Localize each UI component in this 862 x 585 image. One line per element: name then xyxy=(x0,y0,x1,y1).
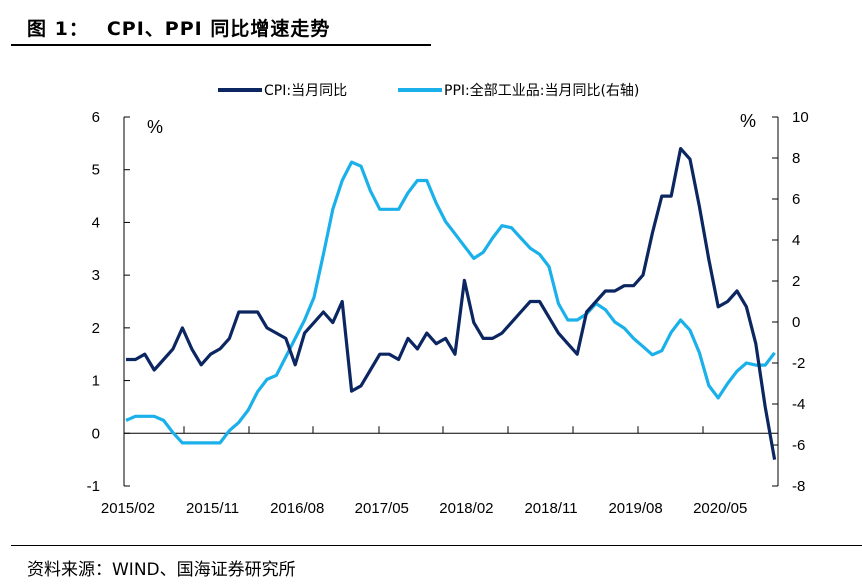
x-tick-label: 2018/11 xyxy=(524,500,577,517)
figure-number: 图 1： xyxy=(27,18,89,40)
series-lines xyxy=(125,147,777,460)
right-y-tick-label: -6 xyxy=(792,437,805,454)
right-axis-unit: % xyxy=(740,111,756,131)
x-tick-label: 2018/02 xyxy=(439,500,493,517)
left-y-tick-label: 2 xyxy=(92,320,100,337)
legend-label-cpi: CPI:当月同比 xyxy=(264,83,347,99)
right-y-tick-label: 4 xyxy=(792,232,800,249)
right-y-tick-label: 6 xyxy=(792,191,800,208)
chart: CPI:当月同比 PPI:全部工业品:当月同比(右轴) % % -1 0 1 2 3 4 5… xyxy=(87,82,809,517)
footer-rule xyxy=(11,545,862,546)
ppi-line xyxy=(125,160,776,445)
x-tick-label: 2015/11 xyxy=(186,500,239,517)
right-y-tick-label: 10 xyxy=(792,109,809,126)
left-y-tick-label: 4 xyxy=(92,214,100,231)
left-y-tick-label: 1 xyxy=(92,373,100,390)
left-y-tick-label: 3 xyxy=(92,267,100,284)
source-note: 资料来源：WIND、国海证券研究所 xyxy=(27,560,296,580)
x-tick-label: 2016/08 xyxy=(270,500,324,517)
left-y-tick-label: 5 xyxy=(92,162,100,179)
figure-title: 图 1： CPI、PPI 同比增速走势 xyxy=(27,14,330,41)
right-y-tick-label: -2 xyxy=(792,355,805,372)
left-y-tick-label: 0 xyxy=(92,425,100,442)
axes: -1 0 1 2 3 4 5 6 -8 -6 -4 -2 0 2 4 6 8 10 2015/02 2015/11 20… xyxy=(87,109,809,517)
x-tick-label: 2017/05 xyxy=(355,500,409,517)
right-y-tick-label: -8 xyxy=(792,478,805,495)
right-y-tick-label: 0 xyxy=(792,314,800,331)
legend-label-ppi: PPI:全部工业品:当月同比(右轴) xyxy=(444,82,639,99)
legend: CPI:当月同比 PPI:全部工业品:当月同比(右轴) xyxy=(218,82,639,99)
cpi-line xyxy=(126,147,777,460)
left-y-tick-label: 6 xyxy=(92,109,100,126)
left-y-tick-label: -1 xyxy=(87,478,100,495)
left-axis-unit: % xyxy=(147,117,163,137)
right-y-tick-label: -4 xyxy=(792,396,805,413)
figure-title-text: CPI、PPI 同比增速走势 xyxy=(106,18,331,40)
x-tick-label: 2020/05 xyxy=(693,500,747,517)
x-tick-label: 2015/02 xyxy=(101,500,155,517)
x-tick-label: 2019/08 xyxy=(608,500,662,517)
title-underline xyxy=(11,44,431,46)
right-y-tick-label: 8 xyxy=(792,150,800,167)
right-y-tick-label: 2 xyxy=(792,273,800,290)
